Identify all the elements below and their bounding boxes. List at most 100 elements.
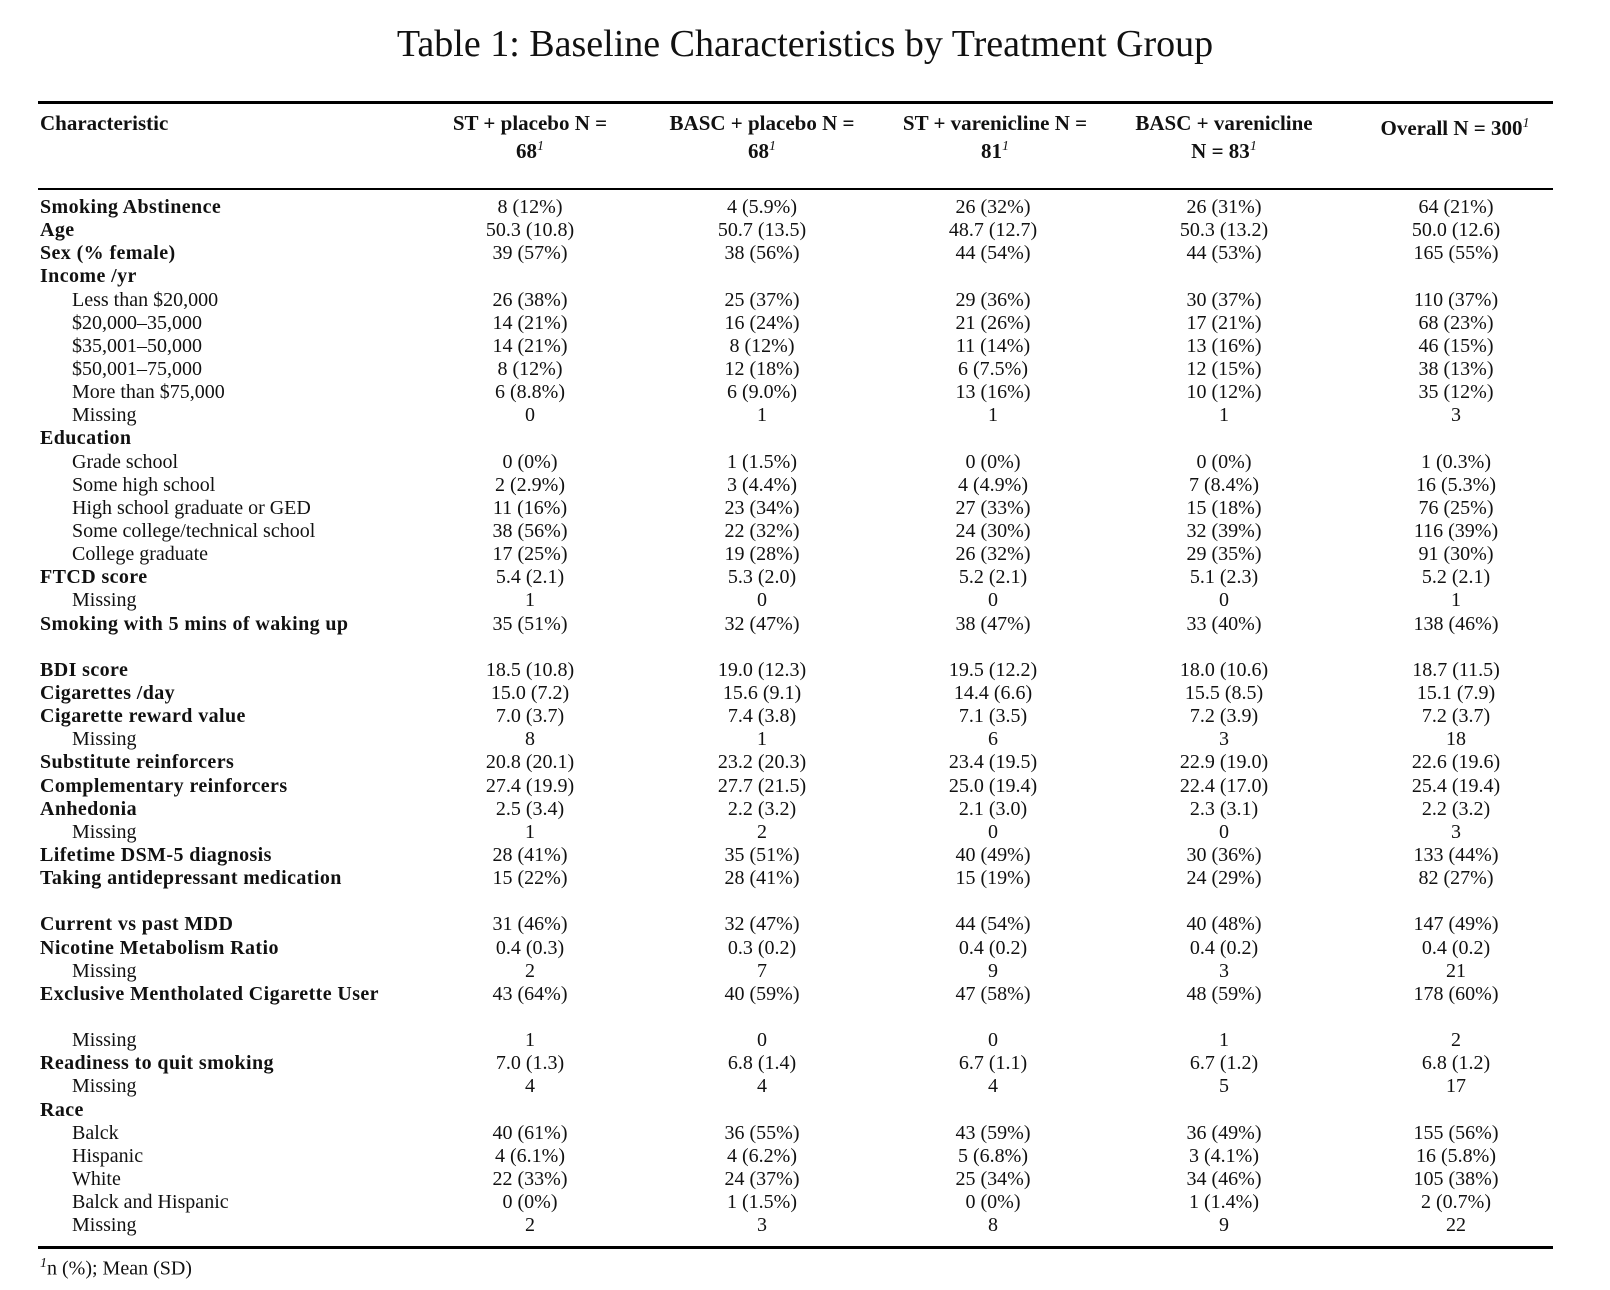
table-cell: 0 (0%) [965, 1191, 1021, 1214]
table-row: Race [0, 1099, 1610, 1122]
table-cell: 43 (64%) [492, 982, 568, 1005]
table-cell: 14.4 (6.6) [953, 681, 1033, 704]
table-cell: 29 (35%) [1186, 543, 1262, 566]
table-cell: 24 (29%) [1186, 867, 1262, 890]
row-label: Anhedonia [40, 797, 137, 820]
table-cell: 2 [757, 820, 767, 843]
table-cell: 1 (0.3%) [1421, 450, 1491, 473]
table-cell: 6.7 (1.1) [958, 1052, 1028, 1075]
row-label: Missing [72, 959, 137, 982]
table-cell: 22 [1446, 1214, 1466, 1237]
table-row: Missing 2 3 8 9 22 [0, 1214, 1610, 1237]
table-cell: 1 [525, 589, 535, 612]
table-cell: 147 (49%) [1413, 913, 1499, 936]
table-cell: 26 (31%) [1186, 196, 1262, 218]
table-cell: 9 [1219, 1214, 1229, 1237]
table-cell: 7.1 (3.5) [958, 705, 1028, 728]
table-cell: 133 (44%) [1413, 843, 1499, 866]
table-cell: 7.2 (3.9) [1189, 705, 1259, 728]
table-cell: 50.3 (13.2) [1179, 219, 1269, 242]
table-cell: 7 [757, 959, 767, 982]
row-label: Taking antidepressant medication [40, 867, 342, 890]
table-cell: 40 (48%) [1186, 913, 1262, 936]
table-row: White 22 (33%) 24 (37%) 25 (34%) 34 (46%) 105… [0, 1168, 1610, 1191]
table-cell: 44 (54%) [955, 242, 1031, 265]
table-row: Missing 4 4 4 5 17 [0, 1075, 1610, 1098]
table-cell: 26 (38%) [492, 288, 568, 311]
table-cell: 0 (0%) [502, 450, 558, 473]
table-row: FTCD score 5.4 (2.1) 5.3 (2.0) 5.2 (2.1) 5.1… [0, 566, 1610, 589]
table-cell: 15.6 (9.1) [722, 681, 802, 704]
table-cell: 15.1 (7.9) [1416, 681, 1496, 704]
row-label: White [72, 1167, 121, 1190]
table-cell: 9 [988, 959, 998, 982]
table-cell: 13 (16%) [1186, 334, 1262, 357]
table-cell: 6.8 (1.2) [1421, 1052, 1491, 1075]
row-label: Missing [72, 1214, 137, 1237]
row-label: Current vs past MDD [40, 913, 234, 936]
table-cell: 0 [988, 820, 998, 843]
row-label: $50,001–75,000 [72, 357, 202, 380]
table-cell: 7.4 (3.8) [727, 705, 797, 728]
table-cell: 0 [988, 589, 998, 612]
table-row: Nicotine Metabolism Ratio 0.4 (0.3) 0.3 (0… [0, 937, 1610, 960]
table-cell: 6.8 (1.4) [727, 1052, 797, 1075]
table-cell: 0 [757, 589, 767, 612]
table-cell: 7.0 (1.3) [495, 1052, 565, 1075]
table-row: Smoking Abstinence 8 (12%) 4 (5.9%) 26 (32%… [0, 196, 1610, 219]
table-row: Age 50.3 (10.8) 50.7 (13.5) 48.7 (12.7) 50.3… [0, 219, 1610, 242]
table-cell: 21 (26%) [955, 311, 1031, 334]
table-cell: 15 (22%) [492, 867, 568, 890]
table-cell: 44 (54%) [955, 913, 1031, 936]
table-body: Smoking Abstinence 8 (12%) 4 (5.9%) 26 (32%… [0, 196, 1610, 1237]
table-cell: 27.7 (21.5) [717, 774, 807, 797]
row-label: High school graduate or GED [72, 496, 311, 519]
table-cell: 19.0 (12.3) [717, 658, 807, 681]
row-label: Complementary reinforcers [40, 774, 288, 797]
row-label: Missing [72, 404, 137, 427]
table-cell: 38 (56%) [724, 242, 800, 265]
table-cell: 4 [525, 1075, 535, 1098]
table-cell: 46 (15%) [1418, 334, 1494, 357]
table-row: Some high school 2 (2.9%) 3 (4.4%) 4 (4.9%)… [0, 474, 1610, 497]
table-row: $35,001–50,000 14 (21%) 8 (12%) 11 (14%) 13 … [0, 335, 1610, 358]
table-row: Cigarette reward value 7.0 (3.7) 7.4 (3.8)… [0, 705, 1610, 728]
table-row: More than $75,000 6 (8.8%) 6 (9.0%) 13 (16%… [0, 381, 1610, 404]
header-characteristic: Characteristic [40, 111, 169, 135]
row-label: Lifetime DSM-5 diagnosis [40, 843, 272, 866]
table-cell: 23.4 (19.5) [948, 751, 1038, 774]
table-cell: 1 (1.4%) [1189, 1191, 1259, 1214]
table-cell: 16 (5.3%) [1416, 473, 1496, 496]
table-row: Missing 8 1 6 3 18 [0, 728, 1610, 751]
table-cell: 2.3 (3.1) [1189, 797, 1259, 820]
table-cell: 36 (49%) [1186, 1121, 1262, 1144]
table-cell: 0 (0%) [965, 450, 1021, 473]
table-cell: 10 (12%) [1186, 381, 1262, 404]
table-cell: 23.2 (20.3) [717, 751, 807, 774]
header-st-placebo: ST + placebo N = 681 [452, 111, 608, 163]
table-cell: 17 [1446, 1075, 1466, 1098]
table-cell: 3 [1451, 404, 1461, 427]
table-cell: 22.4 (17.0) [1179, 774, 1269, 797]
table-row: Substitute reinforcers 20.8 (20.1) 23.2 (2… [0, 751, 1610, 774]
table-cell: 3 [1451, 820, 1461, 843]
table-cell: 1 [525, 1029, 535, 1052]
table-row: Missing 1 2 0 0 3 [0, 821, 1610, 844]
row-label: More than $75,000 [72, 381, 225, 404]
table-cell: 4 [757, 1075, 767, 1098]
row-label: BDI score [40, 658, 129, 681]
table-row: Complementary reinforcers 27.4 (19.9) 27.7… [0, 775, 1610, 798]
table-title: Table 1: Baseline Characteristics by Tre… [396, 23, 1214, 65]
table-cell: 0 [757, 1029, 767, 1052]
header-overall: Overall N = 3001 [1380, 116, 1530, 140]
table-cell: 1 [757, 728, 767, 751]
table-cell: 116 (39%) [1413, 519, 1499, 542]
table-row: Balck 40 (61%) 36 (55%) 43 (59%) 36 (49%) 155… [0, 1122, 1610, 1145]
table-cell: 3 [757, 1214, 767, 1237]
table-cell: 16 (24%) [724, 311, 800, 334]
table-cell: 0 [1219, 820, 1229, 843]
bottom-rule [38, 1246, 1553, 1249]
table-row: Missing 0 1 1 1 3 [0, 404, 1610, 427]
table-cell: 0.4 (0.3) [495, 936, 565, 959]
table-cell: 11 (14%) [955, 334, 1031, 357]
